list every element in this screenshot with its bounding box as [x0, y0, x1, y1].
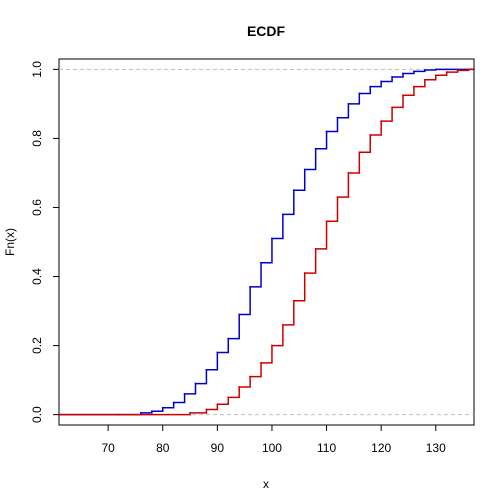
series-0-point — [216, 351, 219, 354]
series-0-point — [292, 189, 295, 192]
x-tick-label: 100 — [262, 441, 282, 455]
y-tick-label: 0.0 — [30, 406, 44, 423]
x-tick-label: 120 — [371, 441, 391, 455]
series-0-point — [402, 72, 404, 75]
series-1-point — [467, 68, 470, 71]
series-0-point — [227, 337, 230, 340]
series-0-point — [303, 168, 306, 171]
series-1-point — [456, 69, 459, 72]
series-1-point — [260, 361, 262, 364]
series-0-point — [369, 85, 372, 88]
series-0-point — [150, 410, 153, 413]
series-0-point — [314, 147, 317, 150]
series-0-point — [380, 80, 383, 83]
series-1-point — [380, 120, 383, 123]
y-tick-label: 1.0 — [30, 61, 44, 78]
series-1-point — [402, 94, 404, 97]
series-0-point — [183, 393, 186, 395]
y-tick-label: 0.2 — [30, 337, 44, 354]
series-1-point — [434, 74, 437, 77]
x-tick-label: 130 — [426, 441, 446, 455]
series-1-point — [325, 220, 328, 223]
series-1-point — [292, 299, 295, 302]
series-0-point — [445, 68, 448, 71]
series-0-line — [59, 68, 474, 416]
x-tick-label: 70 — [101, 441, 115, 455]
series-layer — [59, 68, 475, 416]
series-1-point — [281, 323, 284, 326]
series-1-point — [358, 151, 361, 154]
series-0-point — [391, 76, 393, 78]
y-tick-label: 0.8 — [30, 130, 44, 147]
y-axis-label: Fn(x) — [3, 228, 17, 256]
series-0-point — [238, 313, 241, 316]
series-0-point — [347, 102, 350, 105]
series-1-point — [413, 85, 415, 88]
y-tick-label: 0.6 — [30, 199, 44, 216]
y-axis: 0.0 0.2 0.4 0.6 0.8 1.0 — [30, 61, 59, 423]
series-1-point — [369, 134, 372, 136]
series-0-point — [423, 69, 426, 71]
series-1-point — [423, 78, 426, 81]
y-tick-label: 0.4 — [30, 268, 44, 285]
x-axis-label: x — [263, 477, 269, 491]
series-1-point — [303, 272, 306, 274]
series-0-point — [161, 406, 164, 409]
series-1-point — [347, 172, 350, 174]
series-0-point — [260, 261, 262, 264]
series-0-point — [281, 213, 284, 216]
series-0-point — [336, 116, 339, 119]
x-tick-label: 110 — [317, 441, 336, 455]
series-1-point — [336, 196, 339, 199]
chart-title: ECDF — [247, 23, 286, 39]
x-tick-label: 90 — [211, 441, 225, 455]
series-0-point — [249, 285, 252, 288]
x-axis: 70 80 90 100 110 120 130 — [101, 425, 446, 455]
reference-lines — [59, 68, 474, 416]
series-1-point — [167, 413, 170, 416]
series-1-point — [391, 106, 393, 109]
series-1-point — [189, 412, 191, 414]
series-0-point — [325, 130, 328, 133]
series-1-point — [238, 386, 241, 388]
series-0-point — [140, 412, 142, 414]
series-1-point — [445, 71, 448, 74]
series-1-line — [59, 68, 474, 416]
series-1-point — [216, 403, 219, 406]
series-0-point — [358, 92, 361, 95]
series-0-point — [172, 401, 175, 404]
series-0-point — [271, 237, 273, 240]
series-1-point — [205, 408, 208, 411]
plot-frame — [58, 58, 475, 426]
x-tick-label: 80 — [156, 441, 170, 455]
series-0-point — [205, 368, 208, 371]
series-0-point — [413, 70, 415, 73]
series-1-point — [271, 344, 273, 347]
series-0-point — [194, 382, 197, 385]
series-1-point — [314, 248, 317, 250]
series-1-point — [227, 396, 230, 399]
series-1-point — [249, 375, 252, 378]
series-0-point — [434, 68, 437, 71]
